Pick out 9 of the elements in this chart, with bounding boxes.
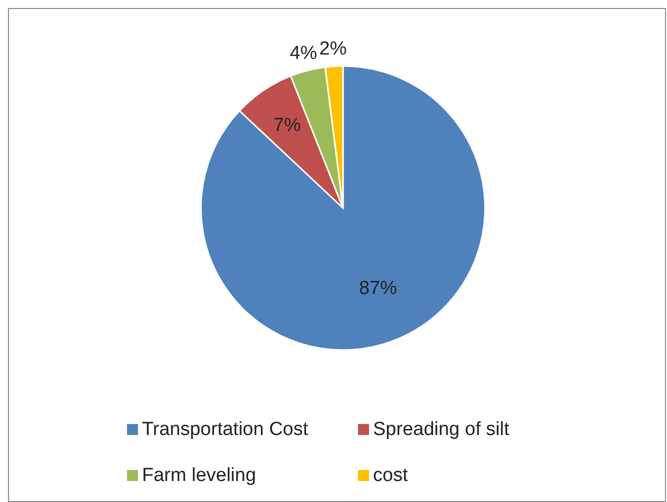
data-label: 7% <box>273 114 301 136</box>
legend-label: Farm leveling <box>142 465 256 486</box>
legend-label: Transportation Cost <box>142 419 309 440</box>
legend-label: cost <box>373 465 409 486</box>
data-label: 2% <box>319 38 347 60</box>
legend-label: Spreading of silt <box>373 419 510 440</box>
pie-slice <box>200 65 486 351</box>
data-label: 4% <box>290 42 318 64</box>
data-label: 87% <box>358 278 398 299</box>
